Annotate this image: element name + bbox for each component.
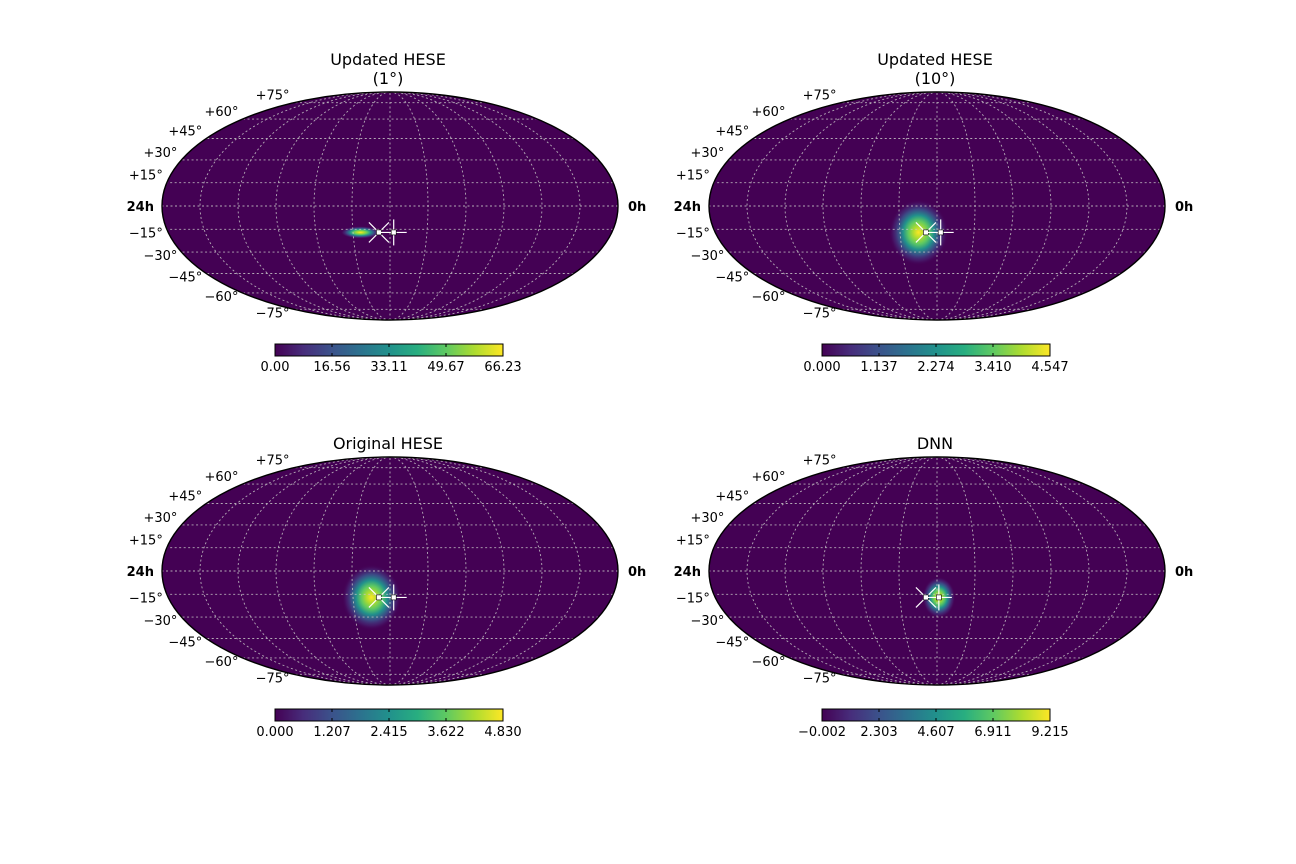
dec-label: +60° bbox=[205, 105, 239, 120]
plus-marker bbox=[380, 219, 407, 246]
dec-label: −75° bbox=[803, 306, 837, 321]
ra-label-right: 0h bbox=[1175, 565, 1193, 580]
cross-marker bbox=[368, 586, 390, 608]
colorbar-tick-label: 4.830 bbox=[484, 725, 521, 740]
panel-title: Original HESE bbox=[333, 434, 443, 453]
ra-label-left: 24h bbox=[127, 565, 154, 580]
dec-label: −15° bbox=[676, 226, 710, 241]
panel-1: Updated HESE(1°) 24h 0h +75° +60°+45° +30° +15… bbox=[127, 50, 647, 375]
dec-label: +30° bbox=[690, 146, 724, 161]
plus-marker bbox=[925, 584, 952, 611]
dec-label: +15° bbox=[129, 169, 163, 184]
dec-label: +15° bbox=[129, 534, 163, 549]
colorbar-tick-label: 33.11 bbox=[370, 360, 407, 375]
ra-label-right: 0h bbox=[628, 200, 646, 215]
panel-title: DNN bbox=[917, 434, 953, 453]
colorbar-tick-label: 1.137 bbox=[860, 360, 897, 375]
dec-label: +75° bbox=[803, 454, 837, 469]
colorbar-tick-label: 6.911 bbox=[974, 725, 1011, 740]
hotspot bbox=[888, 199, 949, 266]
dec-label: −60° bbox=[752, 655, 786, 670]
colorbar-tick-label: 3.410 bbox=[974, 360, 1011, 375]
dec-label: −45° bbox=[168, 635, 202, 650]
dec-label: −30° bbox=[690, 614, 724, 629]
map-outline bbox=[708, 456, 1166, 686]
ra-label-left: 24h bbox=[127, 200, 154, 215]
dec-label: +60° bbox=[205, 470, 239, 485]
dec-label: −15° bbox=[129, 226, 163, 241]
dec-label: +60° bbox=[752, 105, 786, 120]
dec-label: −60° bbox=[752, 290, 786, 305]
colorbar-tick-label: 1.207 bbox=[313, 725, 350, 740]
colorbar-tick-label: 2.274 bbox=[917, 360, 954, 375]
dec-label: +45° bbox=[715, 125, 749, 140]
colorbar-tick-label: 3.622 bbox=[427, 725, 464, 740]
dec-label: +75° bbox=[256, 454, 290, 469]
dec-label: −75° bbox=[256, 306, 290, 321]
dec-label: −45° bbox=[168, 270, 202, 285]
dec-label: −30° bbox=[143, 614, 177, 629]
colorbar-tick-label: 2.415 bbox=[370, 725, 407, 740]
dec-label: −15° bbox=[676, 591, 710, 606]
dec-label: −15° bbox=[129, 591, 163, 606]
dec-label: −60° bbox=[205, 655, 239, 670]
dec-label: +15° bbox=[676, 169, 710, 184]
dec-label: +30° bbox=[143, 146, 177, 161]
dec-label: +15° bbox=[676, 534, 710, 549]
map-outline bbox=[161, 91, 619, 321]
colorbar: 0.000 1.137 2.274 3.410 4.547 bbox=[803, 343, 1069, 375]
colorbar-tick-label: 4.607 bbox=[917, 725, 954, 740]
colorbar-tick-label: −0.002 bbox=[798, 725, 846, 740]
colorbar-tick-label: 9.215 bbox=[1031, 725, 1068, 740]
ra-label-right: 0h bbox=[628, 565, 646, 580]
colorbar-tick-label: 49.67 bbox=[427, 360, 464, 375]
graticule bbox=[162, 91, 618, 321]
graticule bbox=[709, 456, 1165, 686]
colorbar-tick-label: 16.56 bbox=[313, 360, 350, 375]
plus-marker bbox=[927, 219, 954, 246]
dec-label: +30° bbox=[143, 511, 177, 526]
panel-title: Updated HESE bbox=[877, 50, 993, 69]
dec-label: +45° bbox=[168, 125, 202, 140]
colorbar: 0.00 16.56 33.11 49.67 66.23 bbox=[261, 343, 522, 375]
dec-label: −45° bbox=[715, 635, 749, 650]
dec-label: −60° bbox=[205, 290, 239, 305]
graticule bbox=[162, 456, 618, 686]
hotspot bbox=[341, 564, 402, 631]
map-outline bbox=[708, 91, 1166, 321]
graticule bbox=[709, 91, 1165, 321]
dec-label: +75° bbox=[803, 89, 837, 104]
panel-2: Updated HESE(10°) 24h 0h +75° +60°+45° +30° +1… bbox=[674, 50, 1194, 375]
ra-label-left: 24h bbox=[674, 565, 701, 580]
dec-label: +30° bbox=[690, 511, 724, 526]
dec-label: +45° bbox=[168, 490, 202, 505]
dec-label: −45° bbox=[715, 270, 749, 285]
dec-label: +45° bbox=[715, 490, 749, 505]
colorbar: −0.002 2.303 4.607 6.911 9.215 bbox=[798, 708, 1069, 740]
dec-label: −30° bbox=[143, 249, 177, 264]
colorbar-tick-label: 0.000 bbox=[803, 360, 840, 375]
dec-label: −75° bbox=[803, 671, 837, 686]
colorbar: 0.000 1.207 2.415 3.622 4.830 bbox=[256, 708, 522, 740]
panel-4: DNN 24h 0h +75° +60°+45° +30° +15° −15° −30° −45°… bbox=[674, 434, 1194, 740]
ra-label-left: 24h bbox=[674, 200, 701, 215]
colorbar-tick-label: 0.000 bbox=[256, 725, 293, 740]
panel-title: (1°) bbox=[373, 69, 404, 88]
colorbar-tick-label: 66.23 bbox=[484, 360, 521, 375]
panel-title: (10°) bbox=[915, 69, 956, 88]
map-outline bbox=[161, 456, 619, 686]
plus-marker bbox=[380, 584, 407, 611]
colorbar-tick-label: 2.303 bbox=[860, 725, 897, 740]
dec-label: −30° bbox=[690, 249, 724, 264]
colorbar-tick-label: 4.547 bbox=[1031, 360, 1068, 375]
dec-label: −75° bbox=[256, 671, 290, 686]
ra-label-right: 0h bbox=[1175, 200, 1193, 215]
dec-label: +75° bbox=[256, 89, 290, 104]
panel-3: Original HESE 24h 0h +75° +60°+45° +30° +15° −1… bbox=[127, 434, 647, 740]
panel-title: Updated HESE bbox=[330, 50, 446, 69]
dec-label: +60° bbox=[752, 470, 786, 485]
colorbar-tick-label: 0.00 bbox=[261, 360, 290, 375]
